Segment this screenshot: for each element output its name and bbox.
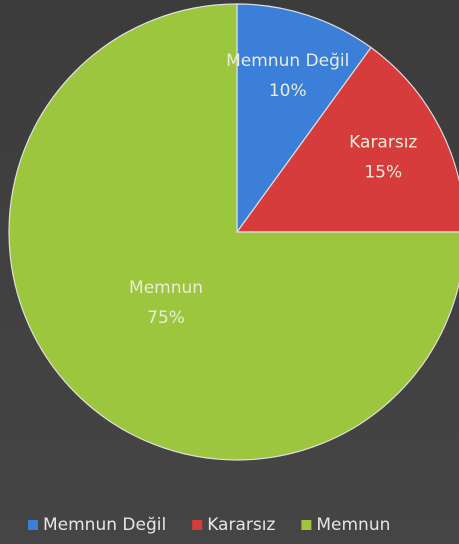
pie-slice <box>8 3 459 461</box>
legend-marker <box>301 520 312 530</box>
pie-slice <box>235 46 459 233</box>
legend-label: Memnun Değil <box>43 515 166 535</box>
legend-marker <box>28 520 38 530</box>
slice-value-label: 10% <box>269 81 307 101</box>
legend-label: Kararsız <box>207 515 275 535</box>
legend-marker <box>192 520 203 530</box>
slice-label: Kararsız <box>349 132 417 152</box>
pie-slice <box>236 3 372 234</box>
slice-value-label: 15% <box>364 162 402 182</box>
legend-label: Memnun <box>316 515 390 535</box>
slice-value-label: 75% <box>147 308 185 328</box>
slice-label: Memnun Değil <box>226 51 349 71</box>
slice-label: Memnun <box>129 278 203 298</box>
